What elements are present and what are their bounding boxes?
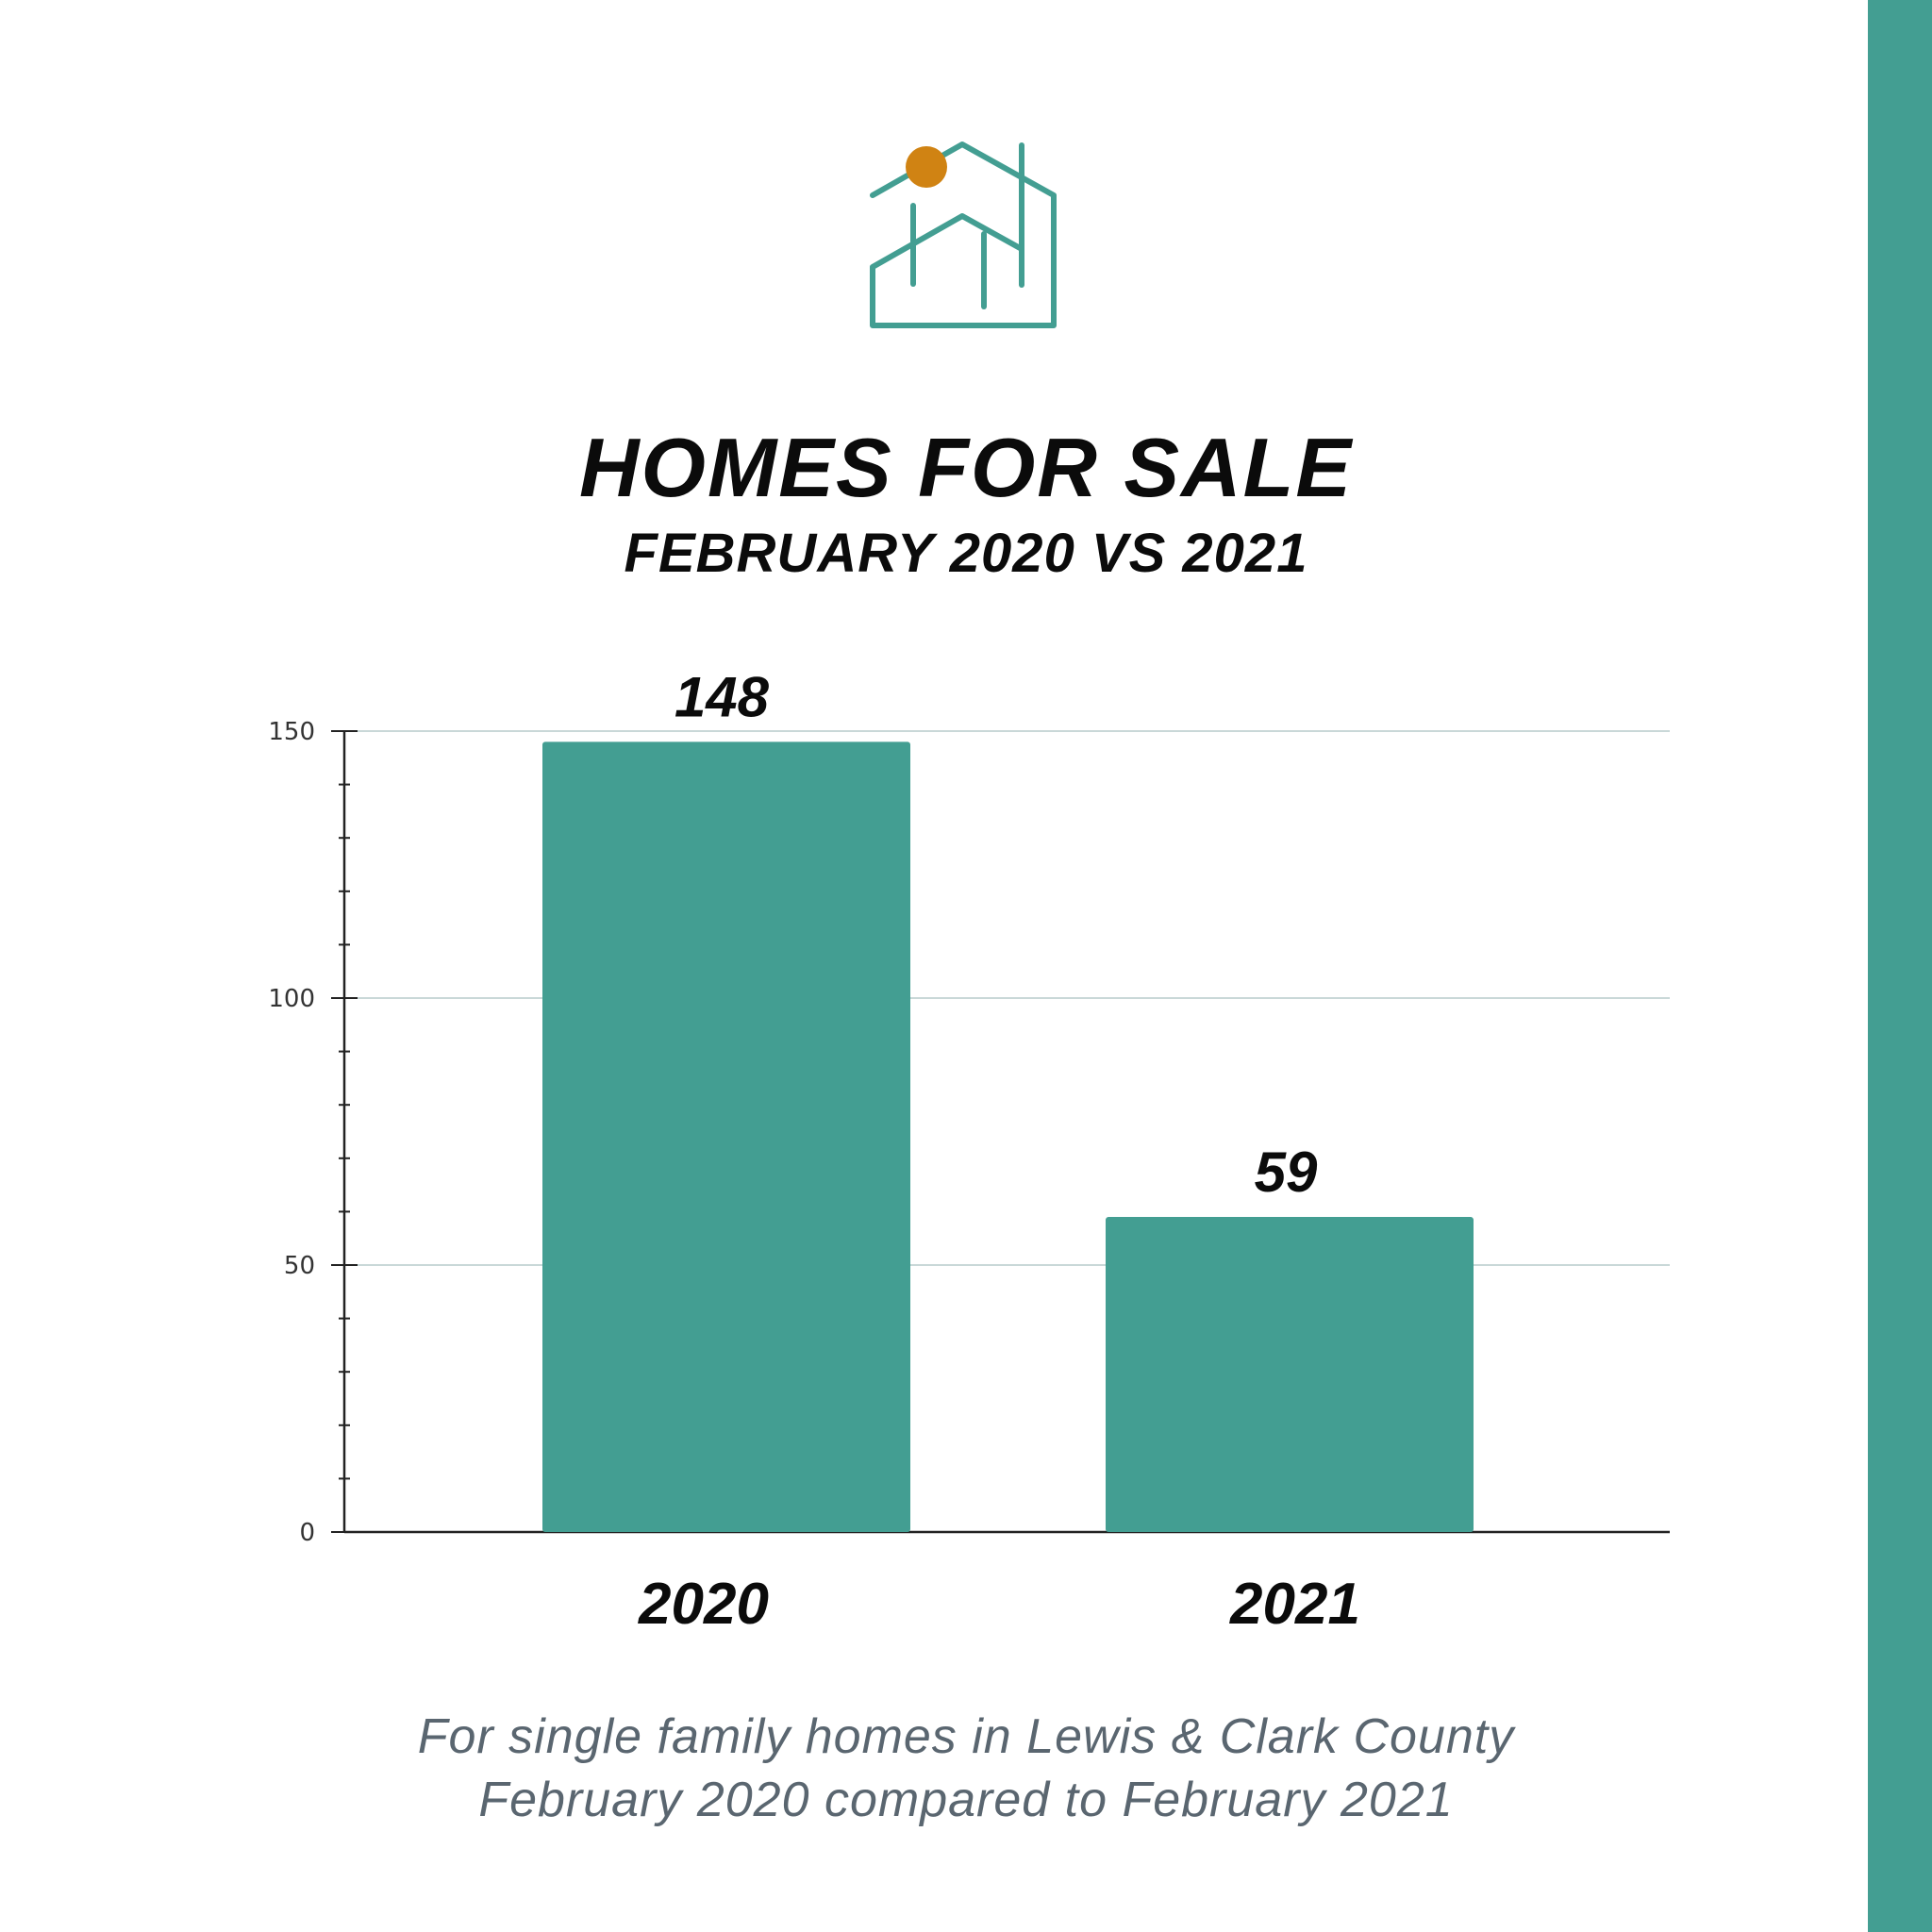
bar-2021: [1106, 1217, 1474, 1532]
house-logo-icon: [870, 142, 1057, 328]
page-subtitle: FEBRUARY 2020 VS 2021: [624, 523, 1308, 584]
footer-caption-line2: February 2020 compared to February 2021: [478, 1773, 1454, 1827]
bar-2020: [542, 741, 910, 1532]
y-tick-label: 150: [268, 718, 315, 746]
x-tick-label: 2020: [638, 1572, 769, 1637]
x-tick-label: 2021: [1229, 1572, 1360, 1637]
data-label: 148: [675, 665, 770, 728]
y-tick-label: 50: [284, 1252, 315, 1280]
footer-caption-line1: For single family homes in Lewis & Clark…: [417, 1709, 1515, 1764]
page-title: HOMES FOR SALE: [578, 421, 1354, 514]
y-tick-label: 100: [268, 985, 315, 1013]
data-label: 59: [1255, 1141, 1318, 1204]
bar-chart: 0 50 100 150 148 2020 59 2021: [268, 665, 1670, 1637]
side-accent-bar: [1868, 0, 1932, 1932]
y-tick-label: 0: [299, 1519, 315, 1547]
